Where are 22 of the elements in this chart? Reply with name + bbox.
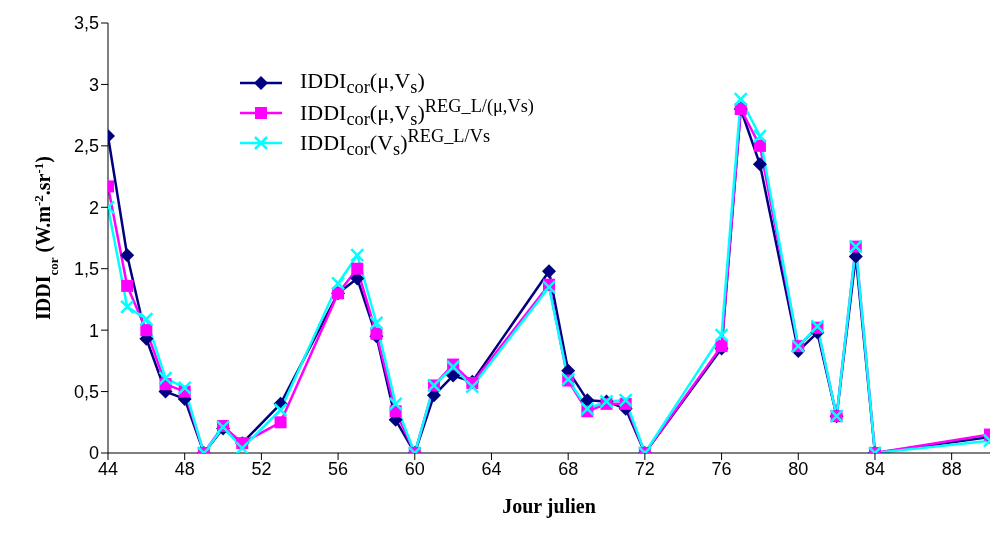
x-tick-label: 60	[404, 458, 425, 479]
y-tick-label: 1	[88, 320, 99, 341]
y-tick-label: 0,5	[73, 381, 99, 402]
y-tick-label: 1,5	[73, 259, 99, 280]
x-tick-label: 80	[788, 458, 809, 479]
x-tick-label: 88	[941, 458, 962, 479]
y-tick-label: 0	[88, 443, 99, 464]
x-tick-label: 72	[634, 458, 655, 479]
y-tick-label: 2	[88, 197, 99, 218]
legend-label: IDDI$_{cor}$(μ,V$_{s}$)	[300, 67, 425, 98]
y-tick-label: 2,5	[73, 136, 99, 157]
x-tick-label: 48	[174, 458, 195, 479]
y-tick-label: 3,5	[73, 13, 99, 34]
x-tick-label: 76	[711, 458, 732, 479]
x-axis-title: Jour julien	[502, 495, 596, 518]
y-tick-label: 3	[88, 74, 99, 95]
x-tick-label: 56	[328, 458, 349, 479]
x-tick-label: 64	[481, 458, 502, 479]
x-tick-label: 68	[558, 458, 579, 479]
x-tick-label: 44	[97, 458, 119, 479]
x-tick-label: 52	[251, 458, 272, 479]
x-tick-label: 84	[864, 458, 885, 479]
